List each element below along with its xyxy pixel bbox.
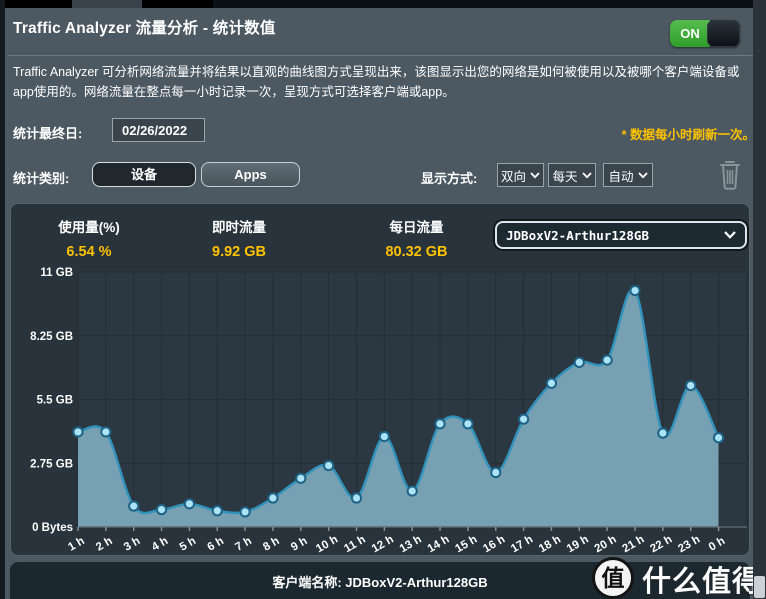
- category-button-apps[interactable]: Apps: [201, 162, 300, 187]
- svg-text:16 h: 16 h: [481, 533, 507, 555]
- client-select-value: JDBoxV2-Arthur128GB: [506, 227, 649, 243]
- svg-text:2.75 GB: 2.75 GB: [30, 458, 73, 470]
- unit-select[interactable]: 自动: [603, 163, 653, 187]
- svg-text:2 h: 2 h: [94, 535, 114, 554]
- area-fill: [78, 289, 719, 527]
- display-mode-label: 显示方式:: [421, 171, 478, 186]
- chevron-down-icon: [581, 171, 592, 179]
- svg-text:19 h: 19 h: [565, 533, 591, 555]
- stat-realtime-label: 即时流量: [212, 220, 266, 235]
- toggle-on-label: ON: [670, 20, 710, 47]
- svg-text:18 h: 18 h: [537, 533, 563, 555]
- end-date-input[interactable]: [112, 118, 205, 142]
- svg-text:11 GB: 11 GB: [40, 267, 73, 279]
- direction-select[interactable]: 双向: [497, 163, 544, 187]
- svg-text:10 h: 10 h: [314, 533, 340, 555]
- svg-text:15 h: 15 h: [453, 533, 479, 555]
- x-axis-ticks: [77, 527, 720, 531]
- page-title: Traffic Analyzer 流量分析 - 统计数值: [13, 20, 276, 37]
- client-name-bar: 客户端名称: JDBoxV2-Arthur128GB: [10, 562, 750, 599]
- category-button-device[interactable]: 设备: [92, 162, 196, 187]
- stat-realtime: 即时流量 9.92 GB: [159, 216, 319, 260]
- chevron-down-icon: [530, 171, 540, 179]
- svg-text:14 h: 14 h: [426, 533, 452, 555]
- stat-daily: 每日流量 80.32 GB: [339, 216, 494, 260]
- data-points: [72, 284, 725, 518]
- watermark-badge-icon: 值: [592, 557, 634, 599]
- category-label: 统计类别:: [13, 171, 70, 186]
- client-select[interactable]: JDBoxV2-Arthur128GB: [495, 221, 747, 249]
- svg-text:17 h: 17 h: [509, 533, 535, 555]
- top-tabs-strip: [0, 0, 766, 8]
- svg-text:22 h: 22 h: [648, 533, 674, 555]
- chevron-down-icon: [637, 171, 648, 179]
- period-select[interactable]: 每天: [548, 163, 596, 187]
- refresh-note: * 数据每小时刷新一次。: [621, 128, 755, 142]
- inactive-tab-remnant[interactable]: [213, 0, 766, 8]
- header-divider: [8, 55, 753, 56]
- svg-text:6 h: 6 h: [206, 535, 226, 554]
- svg-text:12 h: 12 h: [370, 533, 396, 555]
- end-date-label: 统计最终日:: [13, 126, 83, 141]
- svg-text:8 h: 8 h: [261, 535, 281, 554]
- svg-text:21 h: 21 h: [621, 533, 647, 555]
- svg-text:3 h: 3 h: [122, 535, 142, 554]
- stat-usage: 使用量(%) 6.54 %: [29, 216, 149, 260]
- scrollbar-thumb[interactable]: [754, 576, 765, 598]
- traffic-area-chart: 0 Bytes 2.75 GB 5.5 GB 8.25 GB 11 GB 1 h 2 h 3 …: [30, 267, 748, 555]
- svg-text:13 h: 13 h: [398, 533, 424, 555]
- active-tab-remnant[interactable]: [72, 0, 142, 8]
- unit-select-value: 自动: [608, 169, 634, 184]
- traffic-analyzer-toggle[interactable]: ON: [670, 20, 740, 47]
- svg-text:5.5 GB: 5.5 GB: [37, 395, 73, 407]
- svg-text:20 h: 20 h: [593, 533, 619, 555]
- window-left-edge: [0, 0, 5, 599]
- stat-daily-value: 80.32 GB: [385, 244, 448, 260]
- toggle-knob[interactable]: [707, 20, 740, 47]
- description-text: Traffic Analyzer 可分析网络流量并将结果以直观的曲线图方式呈现出…: [13, 65, 740, 99]
- svg-text:11 h: 11 h: [342, 534, 367, 555]
- svg-text:4 h: 4 h: [150, 535, 170, 554]
- watermark-text: 什么值得买: [642, 566, 763, 598]
- stat-usage-label: 使用量(%): [58, 220, 120, 235]
- svg-text:23 h: 23 h: [676, 533, 702, 555]
- svg-text:9 h: 9 h: [289, 535, 309, 554]
- period-select-value: 每天: [552, 169, 578, 184]
- stat-daily-label: 每日流量: [389, 220, 444, 235]
- svg-text:8.25 GB: 8.25 GB: [30, 331, 73, 343]
- direction-select-value: 双向: [500, 169, 526, 184]
- stats-chart-panel: 0 Bytes 2.75 GB 5.5 GB 8.25 GB 11 GB 1 h 2 h 3 …: [10, 203, 750, 556]
- stat-usage-value: 6.54 %: [66, 244, 112, 260]
- svg-text:0 Bytes: 0 Bytes: [32, 522, 73, 534]
- stat-realtime-value: 9.92 GB: [212, 244, 266, 260]
- chevron-down-icon: [724, 231, 736, 239]
- svg-text:1 h: 1 h: [66, 535, 86, 554]
- svg-text:0 h: 0 h: [707, 535, 727, 554]
- svg-text:7 h: 7 h: [233, 535, 253, 554]
- y-axis-labels: 0 Bytes 2.75 GB 5.5 GB 8.25 GB 11 GB: [30, 267, 73, 534]
- trash-icon[interactable]: [718, 158, 742, 190]
- svg-text:5 h: 5 h: [178, 535, 198, 554]
- vertical-scrollbar[interactable]: [753, 0, 766, 599]
- client-name-text: 客户端名称: JDBoxV2-Arthur128GB: [272, 575, 488, 590]
